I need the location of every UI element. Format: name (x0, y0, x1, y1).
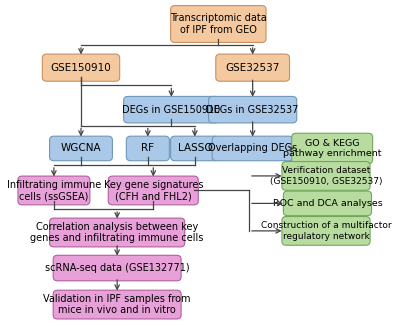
FancyBboxPatch shape (171, 136, 219, 161)
FancyBboxPatch shape (50, 218, 185, 247)
Text: scRNA-seq data (GSE132771): scRNA-seq data (GSE132771) (45, 263, 190, 273)
FancyBboxPatch shape (292, 133, 373, 164)
FancyBboxPatch shape (53, 255, 181, 281)
FancyBboxPatch shape (53, 290, 181, 319)
FancyBboxPatch shape (212, 136, 293, 161)
FancyBboxPatch shape (208, 96, 297, 123)
FancyBboxPatch shape (124, 96, 219, 123)
Text: GO & KEGG
pathway enrichment: GO & KEGG pathway enrichment (283, 139, 381, 158)
Text: RF: RF (141, 143, 154, 154)
FancyBboxPatch shape (283, 191, 372, 216)
FancyBboxPatch shape (108, 176, 198, 205)
Text: Validation in IPF samples from
mice in vivo and in vitro: Validation in IPF samples from mice in v… (43, 294, 191, 315)
Text: GSE32537: GSE32537 (226, 63, 280, 73)
Text: WGCNA: WGCNA (61, 143, 101, 154)
FancyBboxPatch shape (216, 54, 290, 81)
Text: GSE150910: GSE150910 (51, 63, 111, 73)
Text: ROC and DCA analyses: ROC and DCA analyses (272, 199, 382, 208)
Text: Key gene signatures
(CFH and FHL2): Key gene signatures (CFH and FHL2) (104, 180, 203, 201)
FancyBboxPatch shape (50, 136, 112, 161)
FancyBboxPatch shape (18, 176, 90, 205)
Text: DEGs in GSE32537: DEGs in GSE32537 (206, 105, 299, 115)
Text: Construction of a multifactor
regulatory network: Construction of a multifactor regulatory… (261, 221, 391, 241)
FancyBboxPatch shape (282, 162, 370, 190)
Text: LASSO: LASSO (178, 143, 212, 154)
Text: Verification dataset
(GSE150910, GSE32537): Verification dataset (GSE150910, GSE3253… (270, 166, 382, 185)
FancyBboxPatch shape (126, 136, 169, 161)
Text: Transcriptomic data
of IPF from GEO: Transcriptomic data of IPF from GEO (170, 13, 267, 35)
FancyBboxPatch shape (282, 216, 370, 245)
Text: Correlation analysis between key
genes and infiltrating immune cells: Correlation analysis between key genes a… (30, 222, 204, 243)
Text: Overlapping DEGs: Overlapping DEGs (208, 143, 297, 154)
Text: Infiltrating immune
cells (ssGSEA): Infiltrating immune cells (ssGSEA) (7, 180, 101, 201)
FancyBboxPatch shape (42, 54, 120, 81)
Text: DEGs in GSE150910: DEGs in GSE150910 (122, 105, 220, 115)
FancyBboxPatch shape (171, 6, 266, 42)
